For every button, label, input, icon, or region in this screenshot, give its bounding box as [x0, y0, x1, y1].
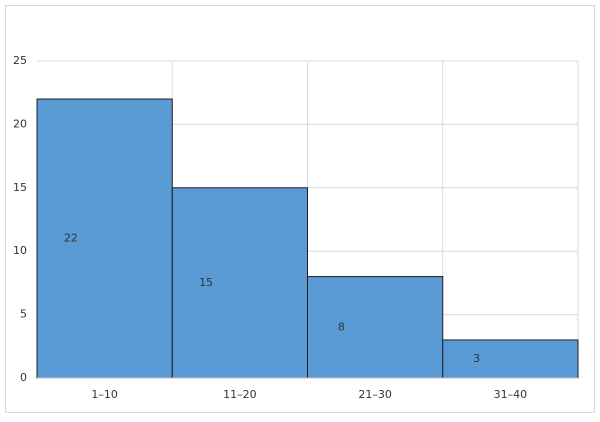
data-label: 22 [64, 232, 78, 245]
y-tick-label: 25 [13, 54, 27, 67]
bar [307, 276, 444, 379]
y-tick-label: 5 [20, 308, 27, 321]
bar [36, 98, 173, 379]
x-tick-label: 11–20 [223, 388, 257, 401]
y-tick-label: 20 [13, 117, 27, 130]
x-tick-label: 21–30 [358, 388, 392, 401]
data-label: 3 [473, 352, 480, 365]
data-label: 15 [199, 276, 213, 289]
x-tick-label: 31–40 [494, 388, 528, 401]
bar [442, 339, 579, 379]
y-tick-label: 10 [13, 244, 27, 257]
x-tick-label: 1–10 [91, 388, 118, 401]
bar [171, 187, 308, 379]
y-tick-label: 15 [13, 181, 27, 194]
data-label: 8 [338, 320, 345, 333]
y-tick-label: 0 [20, 371, 27, 384]
